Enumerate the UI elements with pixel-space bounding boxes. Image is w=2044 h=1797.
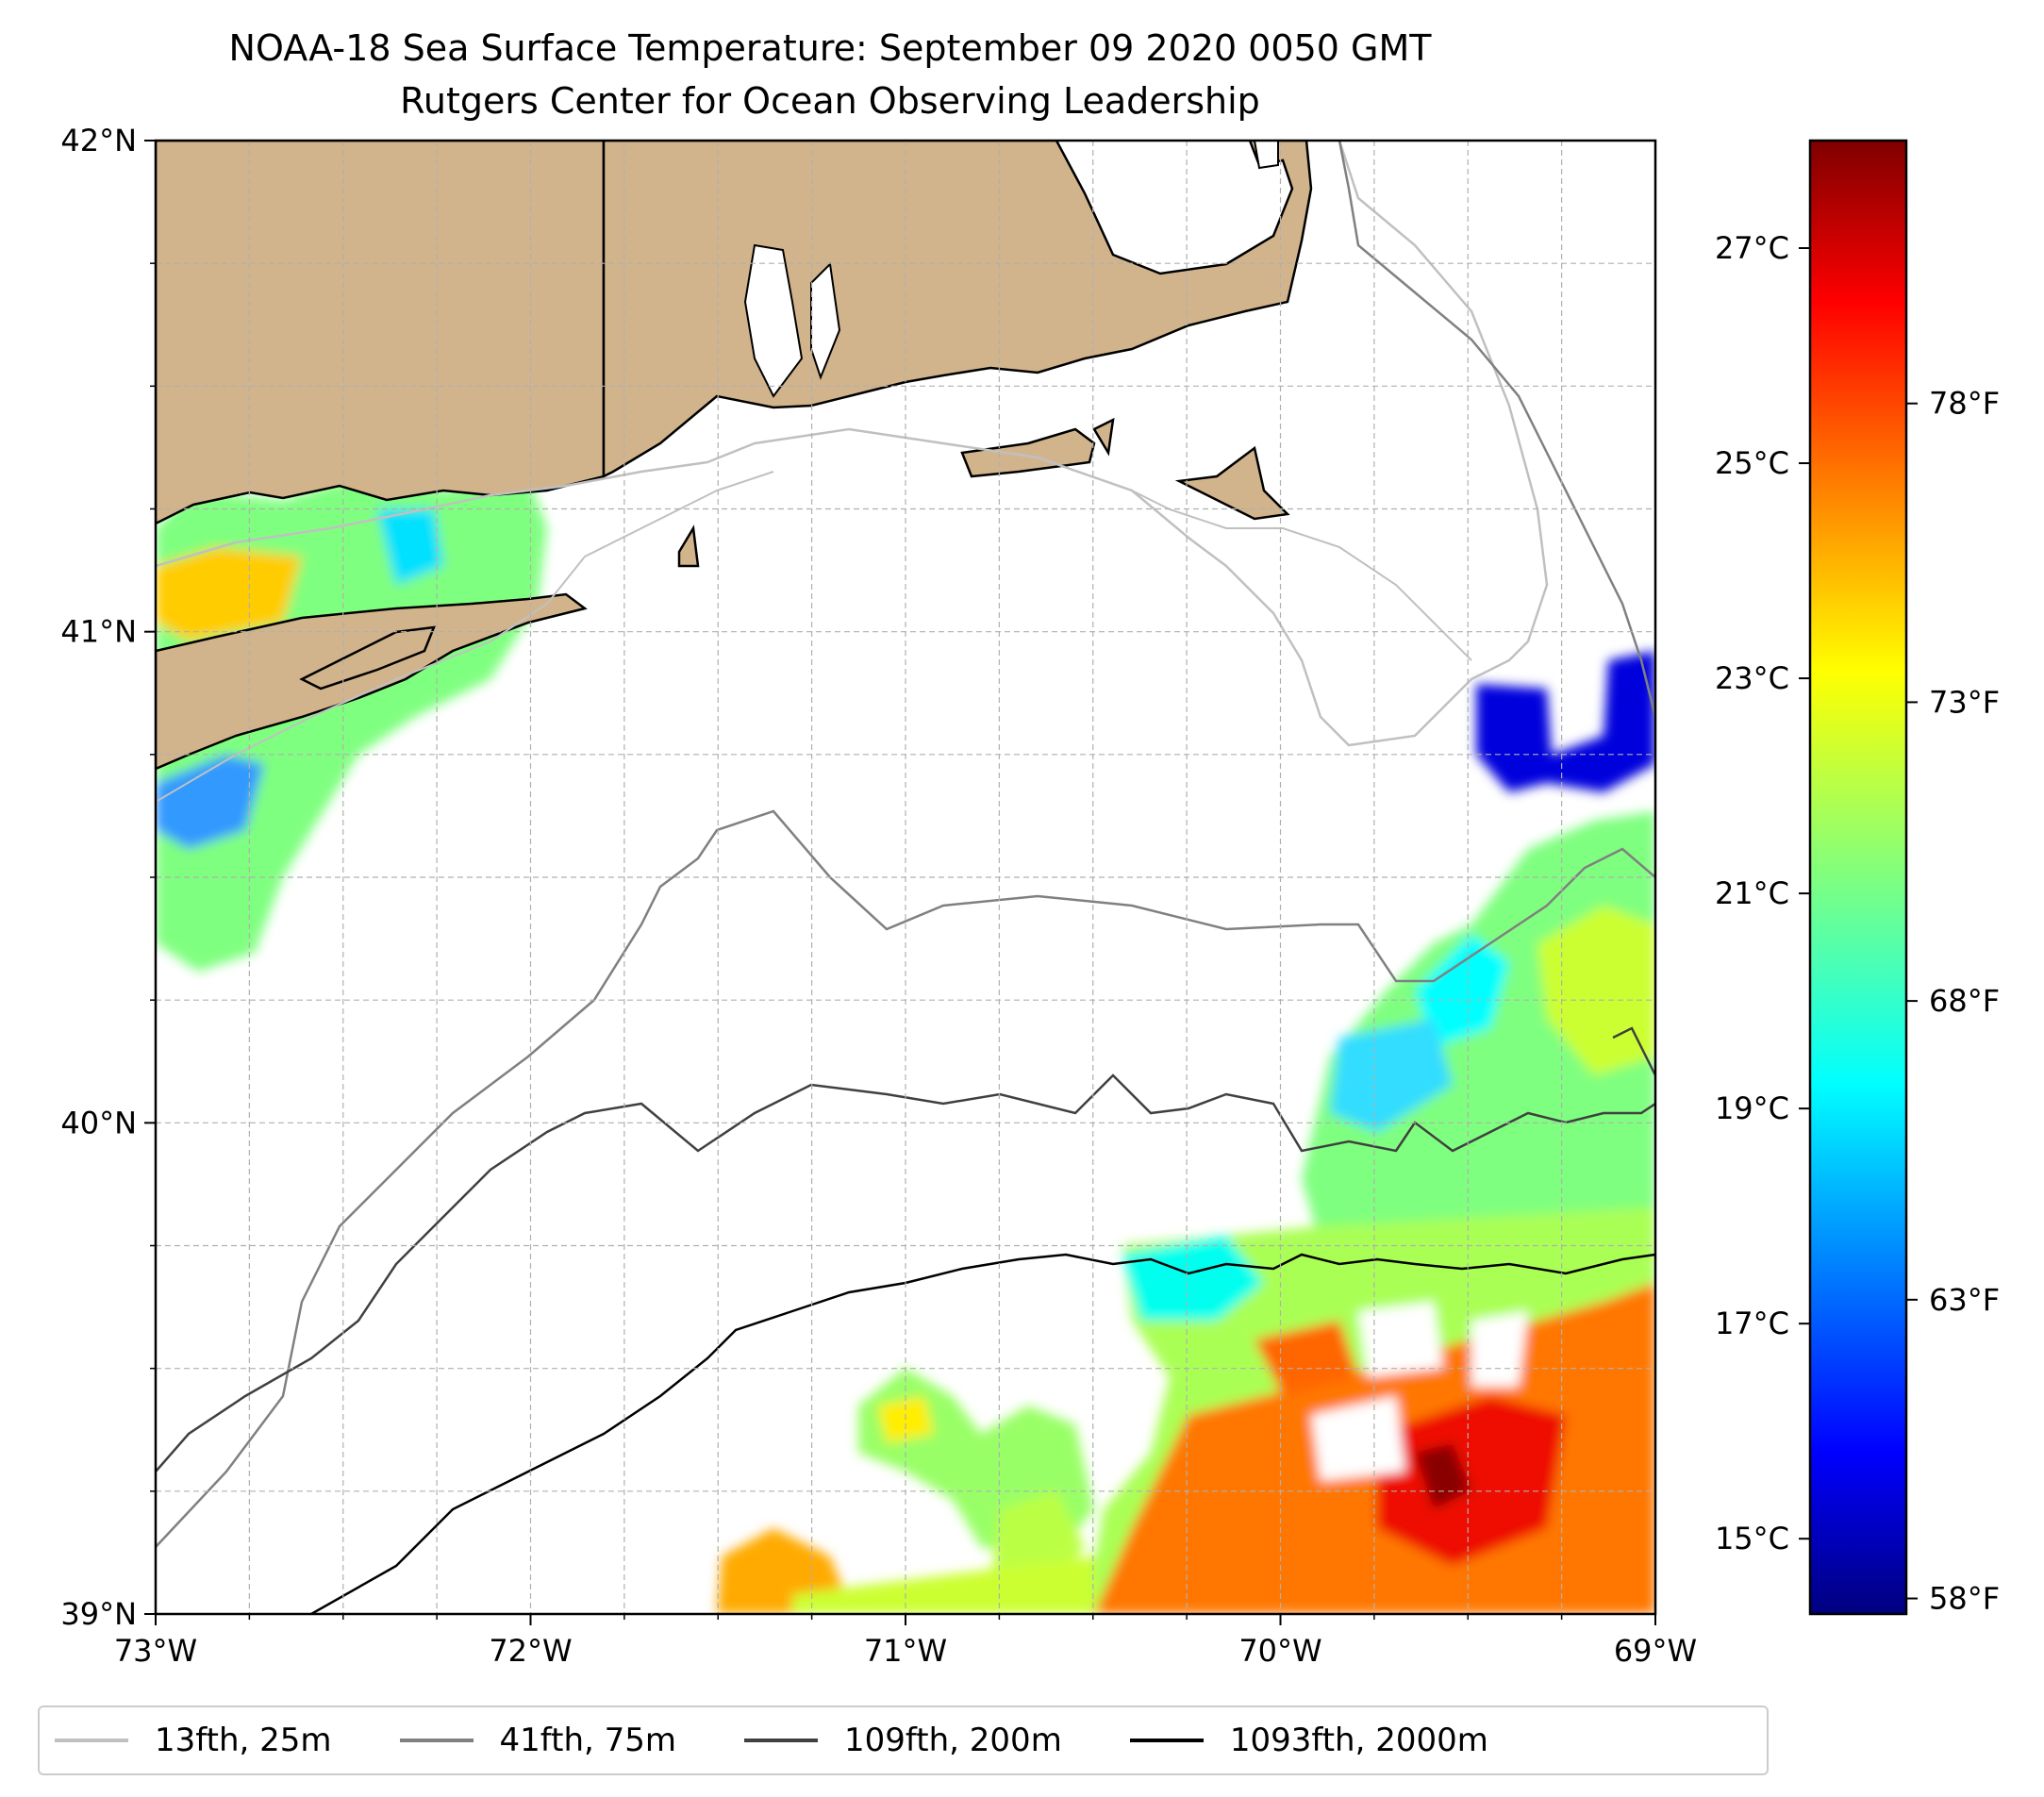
colorbar (1808, 139, 1908, 1616)
lat-tick-label: 42°N (60, 123, 137, 158)
celsius-tick-label: 23°C (1715, 660, 1789, 696)
celsius-tick-label: 25°C (1715, 445, 1789, 481)
lat-tick-label: 40°N (60, 1105, 137, 1140)
celsius-tick-label: 15°C (1715, 1521, 1789, 1556)
legend-label: 1093fth, 2000m (1229, 1722, 1488, 1759)
legend-line-swatch (399, 1739, 474, 1742)
longitude-axis: 73°W 72°W 71°W 70°W 69°W (114, 1614, 1697, 1669)
lat-tick-label: 39°N (60, 1596, 137, 1632)
sst-data-layer (156, 476, 1655, 1614)
celsius-tick-label: 19°C (1715, 1090, 1789, 1126)
legend-line-swatch (55, 1739, 128, 1742)
map-subtitle: Rutgers Center for Ocean Observing Leade… (400, 80, 1260, 122)
fahrenheit-tick-label: 63°F (1929, 1282, 2000, 1318)
lon-tick-label: 73°W (114, 1633, 197, 1669)
legend-label: 13fth, 25m (155, 1722, 332, 1759)
lon-tick-label: 70°W (1238, 1633, 1321, 1669)
legend-item-75m: 41fth, 75m (399, 1722, 677, 1759)
fahrenheit-tick-label: 78°F (1929, 386, 2000, 422)
celsius-tick-label: 27°C (1715, 230, 1789, 266)
lat-tick-label: 41°N (60, 614, 137, 650)
lon-tick-label: 69°W (1614, 1633, 1697, 1669)
gridlines (156, 141, 1655, 1614)
legend-item-200m: 109fth, 200m (744, 1722, 1062, 1759)
celsius-tick-label: 17°C (1715, 1306, 1789, 1341)
latitude-axis: 42°N 41°N 40°N 39°N (60, 123, 156, 1632)
legend-line-swatch (1129, 1739, 1204, 1742)
inland-water (743, 141, 1279, 398)
fahrenheit-tick-label: 68°F (1929, 983, 2000, 1019)
legend-item-2000m: 1093fth, 2000m (1129, 1722, 1488, 1759)
celsius-tick-label: 21°C (1715, 875, 1789, 911)
legend-line-swatch (744, 1739, 819, 1742)
fahrenheit-tick-label: 73°F (1929, 684, 2000, 720)
colorbar-fahrenheit-scale: 78°F 73°F 68°F 63°F 58°F (1906, 386, 2000, 1617)
map-title: NOAA-18 Sea Surface Temperature: Septemb… (228, 27, 1432, 69)
colorbar-celsius-scale: 27°C 25°C 23°C 21°C 19°C 17°C 15°C (1715, 230, 1810, 1556)
lon-tick-label: 72°W (489, 1633, 572, 1669)
legend-label: 41fth, 75m (499, 1722, 677, 1759)
fahrenheit-tick-label: 58°F (1929, 1581, 2000, 1617)
legend-item-25m: 13fth, 25m (55, 1722, 332, 1759)
legend-label: 109fth, 200m (844, 1722, 1062, 1759)
depth-legend: 13fth, 25m 41fth, 75m 109fth, 200m 1093f… (38, 1705, 1769, 1775)
land-layer (156, 141, 1313, 771)
lon-tick-label: 71°W (864, 1633, 947, 1669)
